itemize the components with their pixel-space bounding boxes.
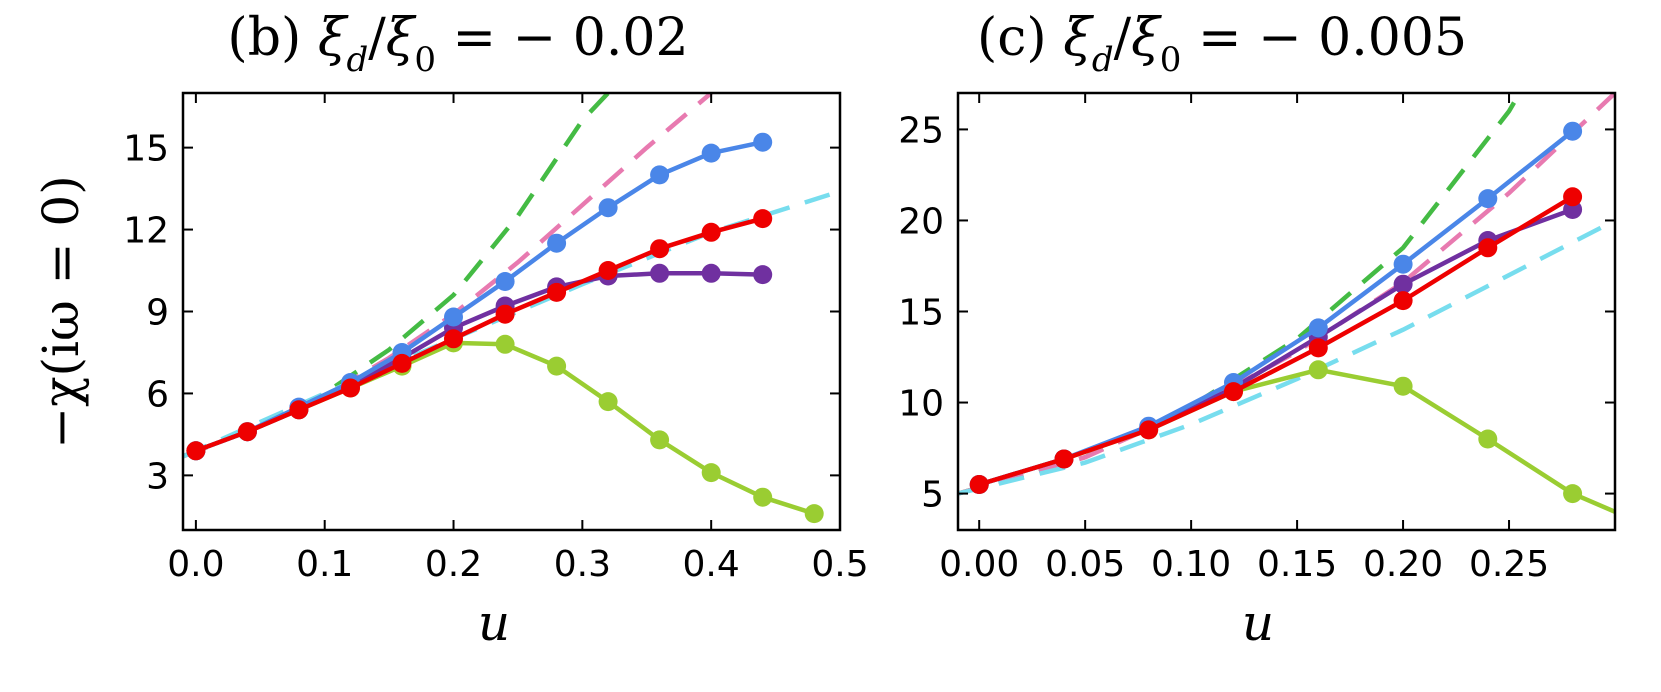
panel-c-ytick-label: 20 [898,201,944,242]
panel-c-xtick-label: 0.20 [1363,544,1443,585]
panel-c-point-yellow-green [1308,360,1328,380]
panel-c-point-blue [1393,254,1413,274]
panel-b-xtick-label: 0.1 [296,544,353,585]
panel-b-title: (b) ξd/ξ0 = − 0.02 [227,8,688,80]
panel-b-plot: 0.0 0.1 0.2 0.3 0.4 0.5 3 6 9 12 15 [123,91,869,585]
panel-b-xtick-label: 0.2 [425,544,482,585]
panel-b-series-group [183,93,840,524]
panel-b-point-yellow-green [650,430,670,450]
panel-b-point-purple [753,265,773,285]
panel-b-xlabel: u [478,594,510,652]
panel-c-line-green-dashed [958,93,1522,496]
panel-b-point-blue [547,233,567,253]
panel-c: (c) ξd/ξ0 = − 0.005 0.00 0.05 0.10 0.15 0.20… [898,8,1617,652]
panel-c-point-red [1224,382,1243,402]
panel-b-ytick-label: 12 [123,211,169,252]
panel-b-point-red [341,378,360,398]
panel-c-xtick-label: 0.25 [1469,544,1549,585]
panel-c-point-yellow-green [1393,376,1413,396]
panel-b-point-blue [495,272,515,291]
panel-b-point-yellow-green [547,356,567,376]
panel-b-point-blue [650,165,670,185]
panel-b-xtick-label: 0.0 [167,544,224,585]
panel-b-line-yellow-green [195,340,815,516]
panel-b-point-red [753,209,773,229]
panel-b-ytick-label: 6 [146,374,169,415]
panel-b-point-blue [444,307,463,327]
panel-c-point-blue [1478,189,1498,209]
panel-b-line-red [195,216,764,453]
panel-b-ylabel: −χ(iω = 0) [32,175,90,448]
panel-b-point-red [444,329,463,349]
panel-c-ytick-label: 5 [921,475,944,516]
panel-c-xtick-label: 0.05 [1045,544,1125,585]
panel-b-point-yellow-green [804,504,824,524]
panel-b-point-blue [753,132,773,152]
panel-b-point-red [650,239,670,259]
panel-c-line-yellow-green [978,367,1615,514]
panel-b-point-yellow-green [495,334,515,354]
panel-c-point-red [1054,449,1074,469]
panel-c-point-red [1393,291,1413,311]
panel-c-line-cyan-dashed [958,218,1615,496]
panel-b-line-green-dashed [183,93,610,459]
panel-b-point-blue [598,198,618,218]
panel-c-point-blue [1308,318,1328,338]
panel-c-point-purple [1393,274,1413,294]
panel-c-point-red [1139,420,1159,440]
panel-b-ytick-label: 15 [123,129,169,170]
panel-c-xlabel: u [1242,594,1274,652]
panel-c-point-yellow-green [1563,484,1583,504]
panel-b-point-purple [650,263,670,283]
panel-c-point-yellow-green [1478,429,1498,449]
panel-c-point-red [969,475,989,494]
panel-c-title: (c) ξd/ξ0 = − 0.005 [977,8,1467,80]
panel-c-xtick-label: 0.00 [939,544,1019,585]
panel-b-xtick-label: 0.3 [554,544,611,585]
panel-b-point-yellow-green [753,487,773,507]
panel-b-point-red [547,282,567,302]
panel-b-ytick-label: 9 [146,293,169,334]
panel-c-series-group [958,93,1615,514]
panel-b-point-red [598,261,618,280]
panel-c-ytick-label: 10 [898,384,944,425]
panel-b-point-red [237,422,257,442]
panel-c-ytick-label: 15 [898,293,944,334]
panel-b-ytick-label: 3 [146,456,169,497]
panel-c-point-red [1563,187,1583,207]
panel-c-point-blue [1563,121,1583,141]
panel-b: (b) ξd/ξ0 = − 0.02 0.0 0.1 0.2 0.3 0.4 0.5 3 6 9… [32,8,869,652]
panel-c-ytick-label: 25 [898,110,944,151]
panel-c-line-red [978,194,1574,487]
panel-b-point-red [392,353,412,373]
panel-b-point-purple [701,263,721,283]
panel-c-point-red [1308,338,1328,358]
panel-c-xtick-label: 0.15 [1257,544,1337,585]
panel-c-plot: 0.00 0.05 0.10 0.15 0.20 0.25 5 10 15 20 25 [898,91,1617,585]
panel-b-point-red [495,304,515,324]
panel-b-point-red [186,441,206,461]
panel-b-point-red [701,222,721,242]
panel-c-xtick-label: 0.10 [1151,544,1231,585]
panel-b-xtick-label: 0.4 [683,544,740,585]
panel-b-xtick-label: 0.5 [811,544,868,585]
panel-b-point-blue [701,143,721,163]
panel-b-point-red [289,400,309,420]
panel-c-point-red [1478,238,1498,258]
panel-b-line-blue [195,139,764,453]
panel-b-point-yellow-green [598,392,618,412]
panel-c-line-pink-dashed [958,93,1615,496]
panel-b-point-yellow-green [701,463,721,483]
